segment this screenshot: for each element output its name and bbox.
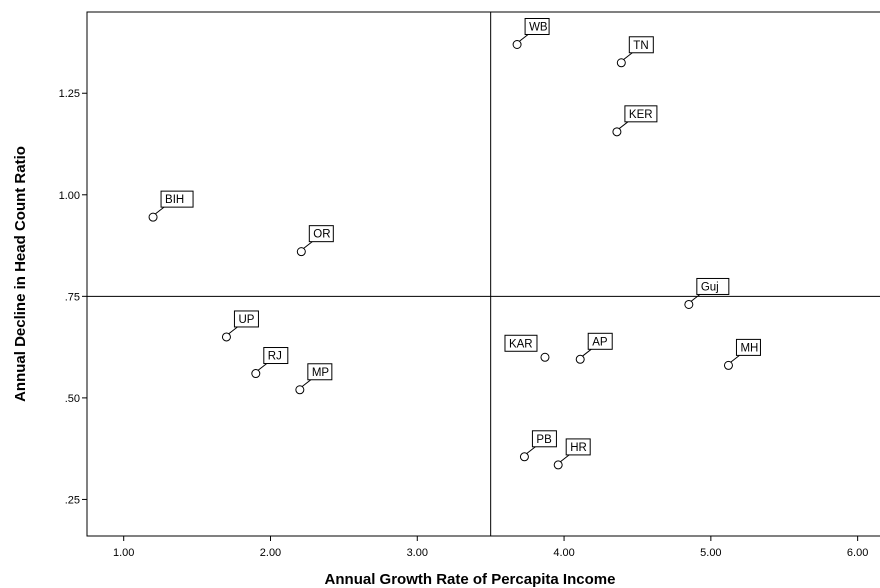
- point-marker: [616, 58, 626, 68]
- y-tick-label: 1.25: [59, 88, 80, 100]
- point-label-box: [587, 332, 613, 350]
- point-label-box: [696, 277, 730, 295]
- label-leader-line: [526, 446, 536, 455]
- point-label: KER: [629, 109, 653, 121]
- point-label-box: [624, 105, 658, 123]
- y-tick-label: .75: [65, 291, 80, 303]
- data-point-hr: HR: [553, 438, 591, 470]
- data-point-ap: AP: [575, 332, 613, 364]
- point-marker: [296, 247, 306, 257]
- point-label: Guj: [701, 281, 719, 293]
- point-label: UP: [238, 314, 254, 326]
- y-tick-label: .50: [65, 393, 80, 405]
- data-points: WB TN KER BIH OR Guj UP KAR AP MH RJ MP PB HR: [148, 17, 761, 470]
- reference-lines: [87, 12, 880, 536]
- y-tick-label: 1.00: [59, 190, 80, 202]
- data-point-tn: TN: [616, 36, 654, 68]
- point-label: BIH: [165, 194, 184, 206]
- point-label: HR: [570, 442, 587, 454]
- x-axis-title: Annual Growth Rate of Percapita Income: [325, 571, 616, 588]
- data-point-or: OR: [296, 225, 334, 257]
- point-label: MP: [312, 367, 330, 379]
- x-tick-label: 3.00: [407, 547, 428, 559]
- point-label-box: [565, 438, 591, 456]
- label-leader-line: [730, 355, 740, 363]
- data-point-ker: KER: [612, 105, 658, 137]
- point-label-box: [263, 347, 289, 365]
- point-label-box: [504, 334, 538, 352]
- point-label: RJ: [268, 351, 282, 363]
- x-axis: 1.00 2.00 3.00 4.00 5.00 6.00: [113, 536, 868, 559]
- point-label: OR: [313, 229, 330, 241]
- x-tick-label: 1.00: [113, 547, 134, 559]
- label-leader-line: [303, 241, 313, 250]
- point-label-box: [307, 363, 333, 381]
- label-leader-line: [228, 326, 238, 335]
- point-label-box: [524, 17, 550, 35]
- point-label: AP: [592, 336, 608, 348]
- x-tick-label: 6.00: [847, 547, 868, 559]
- label-leader-line: [618, 121, 629, 130]
- point-label-box: [160, 190, 194, 208]
- plot-area: [86, 11, 880, 537]
- x-tick-label: 4.00: [553, 547, 574, 559]
- point-marker: [575, 354, 585, 364]
- point-marker: [684, 299, 694, 309]
- label-leader-line: [154, 206, 165, 215]
- point-marker: [148, 212, 158, 222]
- label-leader-line: [257, 363, 268, 371]
- point-label-box: [735, 338, 761, 356]
- y-tick-label: .25: [65, 494, 80, 506]
- label-leader-line: [581, 348, 592, 357]
- data-point-mh: MH: [723, 338, 761, 370]
- data-point-bih: BIH: [148, 190, 194, 222]
- point-label-box: [628, 36, 654, 54]
- point-label: MH: [740, 342, 758, 354]
- point-marker: [519, 452, 529, 462]
- data-point-pb: PB: [519, 430, 557, 462]
- data-point-rj: RJ: [251, 347, 289, 379]
- point-label: KAR: [509, 338, 533, 350]
- point-marker: [512, 39, 522, 49]
- label-leader-line: [623, 52, 633, 61]
- point-marker: [553, 460, 563, 470]
- point-label-box: [531, 430, 557, 448]
- point-marker: [540, 352, 550, 362]
- point-marker: [251, 369, 261, 379]
- point-label-box: [308, 225, 334, 243]
- point-label: TN: [633, 40, 648, 52]
- point-label-box: [233, 310, 259, 328]
- point-marker: [612, 127, 622, 137]
- point-label: WB: [529, 21, 548, 33]
- y-axis-title: Annual Decline in Head Count Ratio: [12, 146, 29, 402]
- label-leader-line: [690, 294, 701, 302]
- data-point-guj: Guj: [684, 277, 730, 309]
- point-marker: [221, 332, 231, 342]
- label-leader-line: [559, 454, 570, 463]
- point-marker: [295, 385, 305, 395]
- data-point-kar: KAR: [504, 334, 550, 362]
- y-axis: .25 .50 .75 1.00 1.25: [59, 88, 87, 506]
- data-point-mp: MP: [295, 363, 333, 395]
- x-tick-label: 2.00: [260, 547, 281, 559]
- label-leader-line: [518, 34, 529, 42]
- x-tick-label: 5.00: [700, 547, 721, 559]
- point-marker: [723, 360, 733, 370]
- label-leader-line: [301, 379, 312, 388]
- data-point-up: UP: [221, 310, 259, 342]
- point-label: PB: [536, 434, 552, 446]
- data-point-wb: WB: [512, 17, 550, 49]
